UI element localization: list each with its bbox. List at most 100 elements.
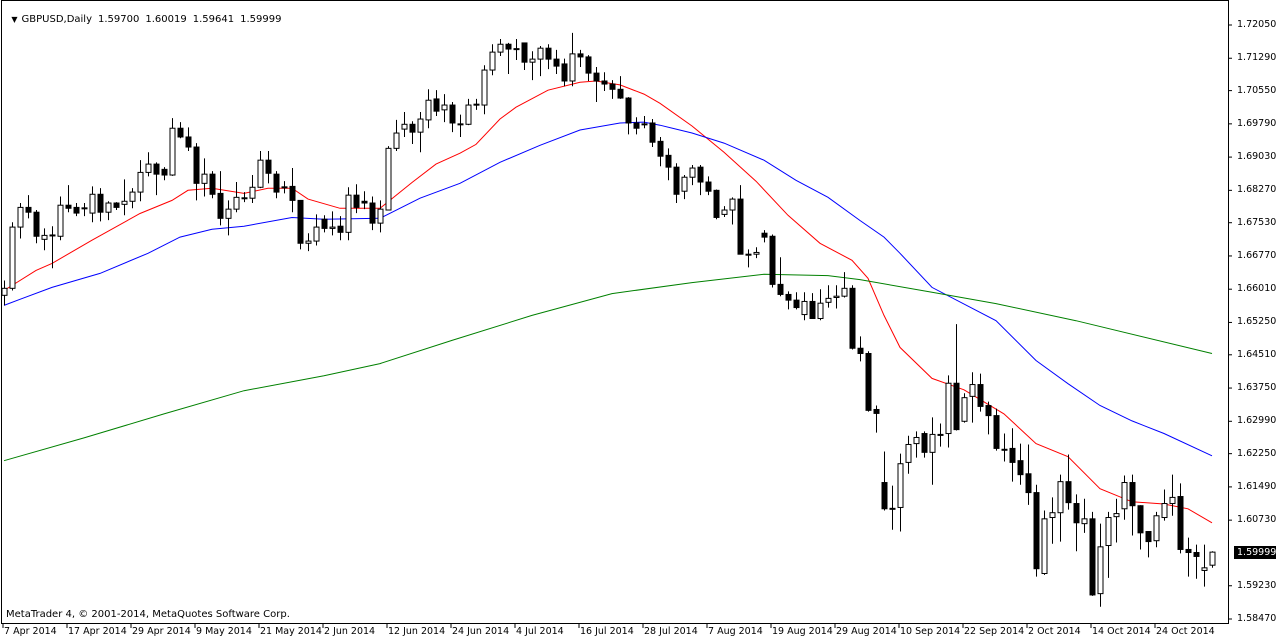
candle[interactable] [753, 247, 760, 259]
candle[interactable] [1105, 511, 1112, 578]
candle[interactable] [1145, 531, 1152, 558]
candle[interactable] [1049, 497, 1056, 544]
candle[interactable] [1025, 444, 1032, 505]
candle[interactable] [129, 188, 136, 209]
candle[interactable] [345, 187, 352, 241]
candle[interactable] [137, 160, 144, 202]
candle[interactable] [1129, 474, 1136, 536]
candle[interactable] [65, 185, 72, 213]
candle[interactable] [425, 89, 432, 129]
candle[interactable] [1033, 484, 1040, 577]
candle[interactable] [25, 195, 32, 219]
candle[interactable] [481, 65, 488, 115]
candle[interactable] [833, 285, 840, 309]
candle[interactable] [673, 163, 680, 204]
candle[interactable] [1081, 498, 1088, 533]
candle[interactable] [537, 45, 544, 77]
candle[interactable] [729, 197, 736, 225]
candle[interactable] [857, 336, 864, 362]
candle[interactable] [9, 222, 16, 291]
candle[interactable] [1065, 454, 1072, 510]
candle[interactable] [1009, 428, 1016, 482]
candle[interactable] [169, 118, 176, 176]
candle[interactable] [713, 189, 720, 220]
candle[interactable] [1185, 537, 1192, 577]
candle[interactable] [441, 94, 448, 123]
candle[interactable] [1073, 494, 1080, 552]
candle[interactable] [697, 164, 704, 196]
candle[interactable] [33, 210, 40, 244]
candle[interactable] [369, 196, 376, 231]
candle[interactable] [217, 171, 224, 226]
candle[interactable] [1209, 551, 1216, 568]
candle[interactable] [617, 76, 624, 99]
candle[interactable] [921, 431, 928, 458]
candle[interactable] [489, 44, 496, 76]
candle[interactable] [1193, 544, 1200, 579]
candle[interactable] [449, 101, 456, 133]
candle[interactable] [793, 292, 800, 310]
candle[interactable] [153, 162, 160, 196]
candle[interactable] [417, 112, 424, 153]
candle[interactable] [961, 393, 968, 423]
candle[interactable] [521, 42, 528, 71]
candle[interactable] [113, 202, 120, 211]
candle[interactable] [265, 150, 272, 184]
candle[interactable] [457, 114, 464, 137]
candle[interactable] [73, 203, 80, 217]
candle[interactable] [953, 324, 960, 431]
candle[interactable] [609, 80, 616, 99]
candle[interactable] [985, 401, 992, 435]
candle[interactable] [497, 38, 504, 57]
candle[interactable] [657, 136, 664, 167]
candle[interactable] [1, 280, 8, 306]
candle[interactable] [801, 292, 808, 321]
candle[interactable] [601, 72, 608, 92]
candle[interactable] [193, 143, 200, 201]
candle[interactable] [1201, 544, 1208, 587]
candle[interactable] [321, 215, 328, 233]
candle[interactable] [177, 122, 184, 139]
candle[interactable] [385, 146, 392, 211]
candle[interactable] [1001, 433, 1008, 462]
candle[interactable] [97, 188, 104, 222]
candle[interactable] [1113, 498, 1120, 543]
candle[interactable] [409, 121, 416, 144]
candle[interactable] [593, 66, 600, 102]
candle[interactable] [721, 206, 728, 218]
candle[interactable] [913, 431, 920, 458]
candle[interactable] [1121, 475, 1128, 520]
candle[interactable] [1177, 483, 1184, 554]
candle[interactable] [977, 373, 984, 412]
candle[interactable] [17, 203, 24, 239]
candle[interactable] [809, 293, 816, 320]
candle[interactable] [313, 214, 320, 246]
candle[interactable] [249, 175, 256, 204]
candle[interactable] [849, 285, 856, 350]
candle[interactable] [1041, 510, 1048, 575]
candle[interactable] [993, 408, 1000, 451]
candle[interactable] [881, 451, 888, 511]
candle[interactable] [705, 176, 712, 196]
candle[interactable] [769, 234, 776, 288]
candle[interactable] [945, 375, 952, 448]
candle[interactable] [1169, 474, 1176, 516]
candle[interactable] [937, 423, 944, 447]
candle[interactable] [209, 171, 216, 199]
candle[interactable] [297, 199, 304, 250]
candle[interactable] [41, 228, 48, 251]
candle[interactable] [665, 148, 672, 181]
candle[interactable] [889, 485, 896, 530]
candle[interactable] [545, 44, 552, 70]
candle[interactable] [1153, 511, 1160, 548]
candle[interactable] [257, 150, 264, 189]
candle[interactable] [185, 127, 192, 151]
candle[interactable] [681, 175, 688, 200]
candle[interactable] [641, 115, 648, 129]
candle[interactable] [353, 184, 360, 214]
candle[interactable] [553, 49, 560, 74]
candle[interactable] [1097, 523, 1104, 607]
candle[interactable] [817, 289, 824, 321]
candle[interactable] [505, 42, 512, 74]
